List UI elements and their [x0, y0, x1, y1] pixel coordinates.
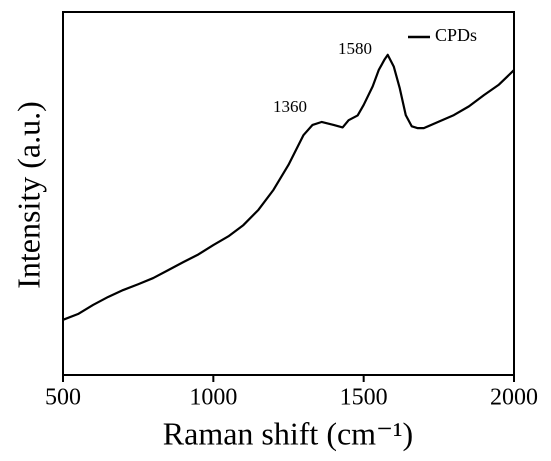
x-axis-label: Raman shift (cm⁻¹)	[163, 415, 413, 451]
annotation: 1360	[273, 97, 307, 116]
x-tick-label: 500	[45, 385, 81, 411]
x-tick-label: 2000	[490, 385, 538, 411]
y-axis-label: Intensity (a.u.)	[10, 101, 46, 289]
plot-frame	[62, 11, 515, 376]
legend-label: CPDs	[435, 25, 477, 45]
annotation: 1580	[338, 39, 372, 58]
x-tick-label: 1000	[189, 385, 237, 411]
x-tick-label: 1500	[340, 385, 388, 411]
data-line	[62, 53, 515, 321]
